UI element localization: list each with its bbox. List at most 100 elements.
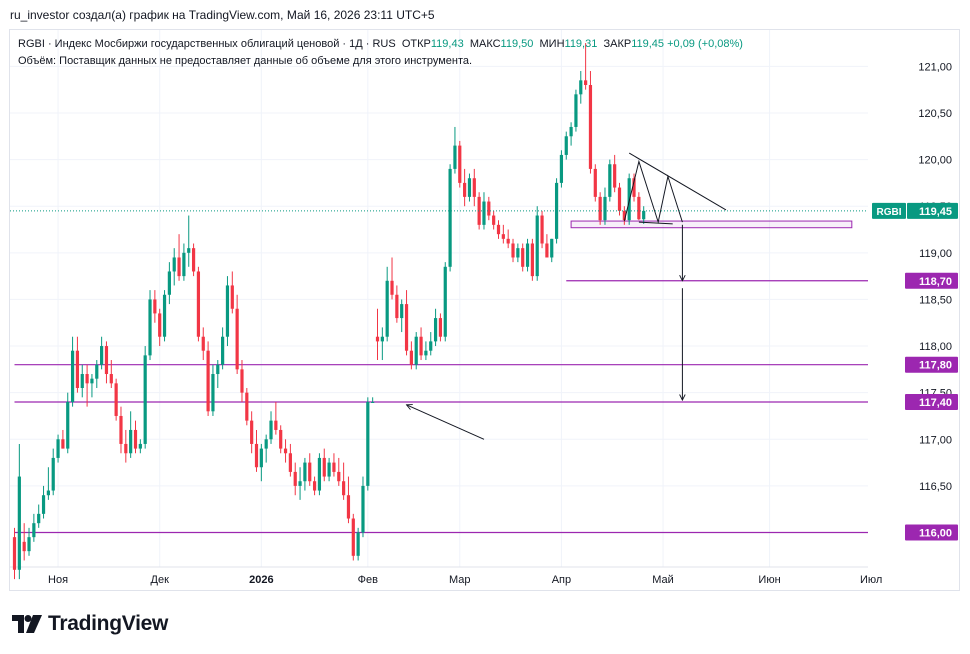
- candle-body: [46, 490, 50, 496]
- candle-body: [191, 248, 196, 272]
- level-badge: [905, 272, 958, 289]
- candle-body: [90, 378, 94, 384]
- candle-body: [404, 304, 409, 351]
- drawing-trendline[interactable]: [638, 221, 673, 225]
- candle-body: [448, 168, 452, 267]
- candle-body: [540, 215, 544, 244]
- price-badges: 118,70 117,80 117,40 116,00 RGBI 119,45: [10, 202, 958, 541]
- candle-body: [642, 210, 646, 220]
- symbol-badge: [872, 202, 906, 219]
- candle-body: [356, 532, 360, 556]
- candle-body: [564, 136, 568, 155]
- time-tick-label: Май: [652, 574, 674, 586]
- candle-body: [182, 252, 186, 277]
- candle-body: [346, 495, 351, 519]
- candle-body: [75, 350, 80, 388]
- candle-body: [535, 215, 539, 277]
- candle-body: [172, 257, 176, 272]
- candle-body: [12, 537, 17, 570]
- candle-body: [492, 215, 496, 225]
- candle-body: [617, 187, 622, 211]
- candle-body: [133, 429, 138, 449]
- candle-body: [225, 285, 230, 337]
- candle-body: [206, 350, 210, 412]
- level-badge-label: 117,80: [919, 360, 952, 372]
- candle-body: [351, 518, 355, 556]
- candle-body: [608, 164, 612, 197]
- candle-body: [588, 85, 593, 169]
- legend-high-label: МАКС: [469, 38, 501, 50]
- candle-body: [622, 210, 626, 221]
- candle-body: [17, 476, 21, 570]
- candle-body: [603, 196, 607, 221]
- candle-body: [230, 285, 234, 309]
- candle-body: [283, 448, 288, 454]
- drawing-trendline[interactable]: [628, 152, 727, 211]
- price-tick-label: 120,00: [918, 155, 952, 167]
- candle-body: [637, 196, 641, 220]
- candle-body: [114, 383, 118, 416]
- candle-body: [298, 481, 302, 486]
- candle-body: [274, 420, 278, 430]
- drawing-polyline[interactable]: [623, 159, 683, 225]
- drawing-arrow[interactable]: [407, 405, 485, 440]
- candle-body: [380, 336, 384, 342]
- candle-body: [322, 457, 326, 477]
- candle-body: [584, 80, 588, 86]
- price-tick-label: 119,00: [919, 248, 952, 260]
- candle-body: [598, 196, 602, 221]
- candle-body: [438, 318, 443, 337]
- tradingview-logo-text: TradingView: [48, 612, 169, 635]
- legend-change-value: +0,09 (+0,08%): [667, 38, 743, 50]
- time-tick-label: Мар: [449, 574, 471, 586]
- candle-body: [516, 248, 520, 258]
- candle-body: [559, 154, 564, 183]
- candle-body: [235, 308, 239, 370]
- level-badge: [905, 524, 958, 541]
- candle-body: [211, 374, 215, 412]
- time-tick-label: Июл: [860, 574, 882, 586]
- price-axis-bg: [870, 30, 958, 567]
- chart-frame: [9, 29, 960, 591]
- candle-body: [56, 439, 60, 458]
- candle-body: [22, 541, 26, 552]
- candle-body: [424, 350, 428, 356]
- legend-close-value: 119,45: [631, 38, 665, 50]
- candle-body: [158, 313, 162, 337]
- support-zone[interactable]: [570, 220, 853, 229]
- current-price-badge: [907, 202, 958, 219]
- candle-body: [550, 238, 554, 258]
- candle-body: [371, 401, 375, 403]
- candle-body: [250, 420, 254, 444]
- candle-body: [361, 485, 365, 533]
- candle-body: [613, 164, 617, 188]
- candle-body: [162, 294, 167, 337]
- candle-body: [632, 178, 636, 197]
- candle-body: [308, 462, 312, 482]
- level-badge-label: 118,70: [919, 276, 952, 288]
- current-price-label: 119,45: [919, 206, 952, 218]
- tradingview-logo[interactable]: TradingView: [12, 612, 168, 636]
- candle-body: [167, 271, 171, 295]
- candle-body: [530, 243, 534, 277]
- level-badge: [905, 393, 958, 410]
- candle-body: [196, 271, 201, 337]
- candle-body: [80, 374, 84, 388]
- price-tick-label: 118,50: [919, 294, 952, 306]
- price-axis[interactable]: 116,50117,00117,50118,00118,50119,00119,…: [870, 30, 958, 567]
- candle-body: [269, 420, 273, 440]
- candle-body: [472, 178, 476, 197]
- horizontal-levels[interactable]: [14, 220, 869, 534]
- drawings[interactable]: [407, 152, 727, 440]
- time-axis[interactable]: Ноя Дек 2026 Фев Мар Апр Май Июн Июл: [48, 574, 882, 586]
- candle-body: [375, 336, 380, 342]
- candle-body: [433, 318, 438, 342]
- candle-body: [119, 415, 123, 444]
- chart-caption: ru_investor создал(а) график на TradingV…: [10, 8, 435, 22]
- candle-body: [342, 481, 346, 496]
- legend: RGBI · Индекс Мосбиржи государственных о…: [18, 36, 743, 70]
- symbol-badge-label: RGBI: [877, 207, 902, 218]
- candle-body: [201, 336, 205, 351]
- candle-body: [153, 299, 157, 314]
